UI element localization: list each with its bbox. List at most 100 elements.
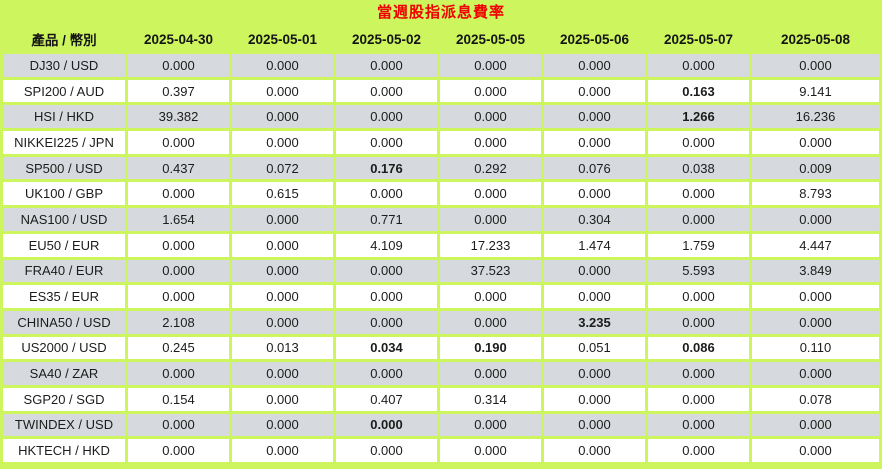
col-header-date: 2025-04-30: [128, 27, 229, 51]
value-cell: 17.233: [440, 233, 541, 257]
value-cell: 0.000: [440, 310, 541, 334]
value-cell: 5.593: [648, 259, 749, 283]
value-cell: 0.000: [752, 362, 879, 385]
value-cell: 0.000: [336, 259, 437, 283]
value-cell: 0.000: [232, 79, 333, 103]
row-label: FRA40 / EUR: [3, 259, 125, 283]
page-title: 當週股指派息費率: [376, 4, 505, 21]
value-cell: 0.000: [232, 233, 333, 257]
value-cell: 0.000: [336, 285, 437, 308]
value-cell: 0.000: [440, 362, 541, 385]
table-row: SPI200 / AUD 0.397 0.000 0.000 0.000 0.000 0.1…: [3, 79, 879, 103]
value-cell: 0.771: [336, 208, 437, 231]
row-label: DJ30 / USD: [3, 54, 125, 77]
value-cell: 0.000: [232, 54, 333, 77]
value-cell: 0.000: [752, 131, 879, 154]
value-cell: 0.000: [128, 259, 229, 283]
value-cell: 0.000: [648, 439, 749, 462]
value-cell: 0.000: [440, 105, 541, 129]
row-label: SPI200 / AUD: [3, 79, 125, 103]
value-cell: 0.000: [648, 54, 749, 77]
value-cell: 0.000: [544, 105, 645, 129]
value-cell: 0.000: [544, 54, 645, 77]
col-header-date: 2025-05-02: [336, 27, 437, 51]
value-cell: 0.038: [648, 156, 749, 180]
value-cell: 3.849: [752, 259, 879, 283]
row-label: SGP20 / SGD: [3, 387, 125, 411]
value-cell: 0.000: [336, 439, 437, 462]
table-row: DJ30 / USD 0.000 0.000 0.000 0.000 0.000 0.000…: [3, 54, 879, 77]
table-row: FRA40 / EUR 0.000 0.000 0.000 37.523 0.000 5.5…: [3, 259, 879, 283]
value-cell: 9.141: [752, 79, 879, 103]
value-cell: 3.235: [544, 310, 645, 334]
value-cell: 0.000: [232, 131, 333, 154]
value-cell: 0.000: [128, 182, 229, 206]
value-cell: 1.474: [544, 233, 645, 257]
value-cell: 0.000: [128, 233, 229, 257]
value-cell: 4.447: [752, 233, 879, 257]
value-cell: 0.000: [544, 285, 645, 308]
value-cell: 0.000: [440, 439, 541, 462]
value-cell: 1.654: [128, 208, 229, 231]
value-cell: 0.000: [440, 208, 541, 231]
table-row: HKTECH / HKD 0.000 0.000 0.000 0.000 0.000 0.0…: [3, 439, 879, 462]
value-cell: 0.000: [336, 105, 437, 129]
value-cell: 39.382: [128, 105, 229, 129]
col-header-product: 產品 / 幣別: [3, 27, 125, 51]
value-cell: 0.000: [752, 310, 879, 334]
row-label: EU50 / EUR: [3, 233, 125, 257]
value-cell: 0.176: [336, 156, 437, 180]
value-cell: 0.000: [440, 285, 541, 308]
value-cell: 0.304: [544, 208, 645, 231]
row-label: CHINA50 / USD: [3, 310, 125, 334]
value-cell: 0.000: [440, 182, 541, 206]
value-cell: 0.190: [440, 336, 541, 360]
value-cell: 0.615: [232, 182, 333, 206]
value-cell: 0.000: [544, 131, 645, 154]
value-cell: 0.000: [648, 285, 749, 308]
value-cell: 0.000: [648, 362, 749, 385]
value-cell: 0.000: [336, 310, 437, 334]
value-cell: 0.000: [128, 413, 229, 437]
value-cell: 0.000: [232, 285, 333, 308]
value-cell: 0.000: [336, 362, 437, 385]
value-cell: 1.759: [648, 233, 749, 257]
value-cell: 37.523: [440, 259, 541, 283]
table-row: US2000 / USD 0.245 0.013 0.034 0.190 0.051 0.0…: [3, 336, 879, 360]
value-cell: 8.793: [752, 182, 879, 206]
value-cell: 0.000: [544, 182, 645, 206]
value-cell: 2.108: [128, 310, 229, 334]
value-cell: 0.000: [128, 131, 229, 154]
value-cell: 0.000: [336, 182, 437, 206]
value-cell: 4.109: [336, 233, 437, 257]
value-cell: 0.000: [752, 413, 879, 437]
col-header-date: 2025-05-05: [440, 27, 541, 51]
value-cell: 0.407: [336, 387, 437, 411]
value-cell: 0.000: [648, 208, 749, 231]
col-header-date: 2025-05-01: [232, 27, 333, 51]
value-cell: 0.078: [752, 387, 879, 411]
value-cell: 0.000: [752, 54, 879, 77]
row-label: ES35 / EUR: [3, 285, 125, 308]
value-cell: 0.000: [544, 439, 645, 462]
value-cell: 0.009: [752, 156, 879, 180]
value-cell: 0.000: [232, 259, 333, 283]
table-row: HSI / HKD 39.382 0.000 0.000 0.000 0.000 1.266…: [3, 105, 879, 129]
value-cell: 0.000: [648, 310, 749, 334]
value-cell: 0.000: [232, 105, 333, 129]
value-cell: 0.000: [232, 362, 333, 385]
row-label: US2000 / USD: [3, 336, 125, 360]
table-row: SGP20 / SGD 0.154 0.000 0.407 0.314 0.000 0.00…: [3, 387, 879, 411]
value-cell: 0.397: [128, 79, 229, 103]
value-cell: 0.076: [544, 156, 645, 180]
value-cell: 0.314: [440, 387, 541, 411]
row-label: HSI / HKD: [3, 105, 125, 129]
value-cell: 0.000: [336, 413, 437, 437]
row-label: HKTECH / HKD: [3, 439, 125, 462]
value-cell: 0.000: [128, 285, 229, 308]
value-cell: 0.051: [544, 336, 645, 360]
value-cell: 0.000: [232, 387, 333, 411]
value-cell: 0.000: [232, 310, 333, 334]
value-cell: 0.013: [232, 336, 333, 360]
